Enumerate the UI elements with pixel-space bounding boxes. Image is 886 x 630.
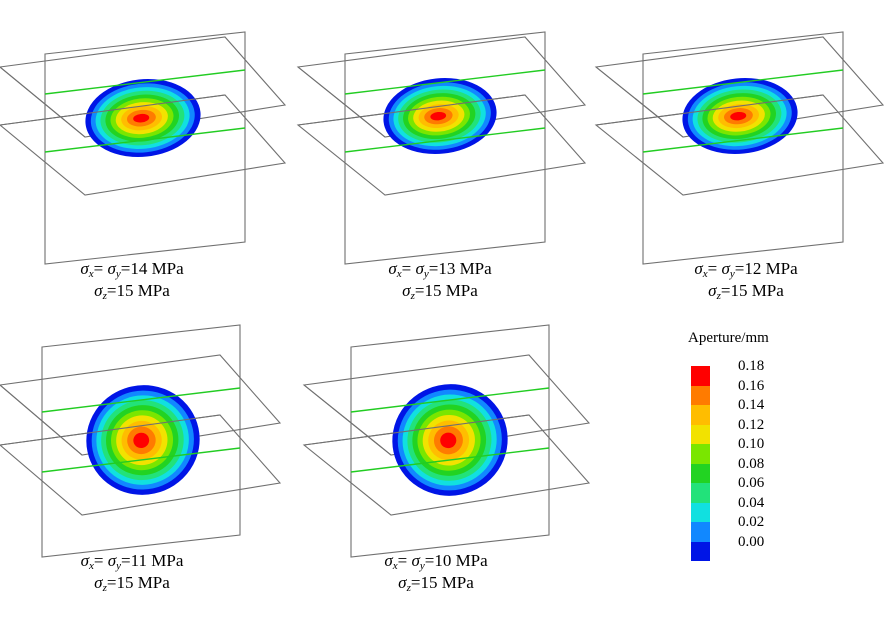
legend-tick-label: 0.00 — [738, 533, 765, 550]
plane-intersection-line — [344, 69, 546, 95]
contour-band — [430, 111, 447, 121]
vertical-fracture-plane — [41, 324, 241, 558]
plane-edge — [297, 66, 386, 138]
contour-band — [730, 111, 747, 121]
caption-line-z: σz=15 MPa — [708, 281, 784, 302]
plane-edge — [303, 384, 392, 456]
plane-edge — [595, 94, 824, 126]
plane-intersection-line — [642, 127, 844, 153]
legend-swatch — [691, 502, 710, 522]
vertical-fracture-plane — [642, 31, 844, 265]
fracture-contour-diagram — [0, 324, 282, 558]
contour-band — [440, 432, 457, 449]
plane-edge — [303, 414, 530, 446]
vertical-fracture-plane — [44, 31, 246, 265]
plane-intersection-line — [344, 127, 546, 153]
plane-edge — [0, 66, 86, 138]
contour-band — [133, 113, 150, 123]
plane-intersection-line — [41, 447, 241, 473]
legend-swatch — [691, 385, 710, 405]
caption-line-z: σz=15 MPa — [94, 281, 170, 302]
caption-line-z: σz=15 MPa — [398, 573, 474, 594]
panel-caption: σx= σy=13 MPa σz=15 MPa — [340, 258, 540, 302]
legend-swatch — [691, 424, 710, 444]
plane-intersection-line — [44, 69, 246, 95]
fracture-contour-diagram — [0, 31, 287, 265]
plane-intersection-line — [350, 447, 550, 473]
plane-intersection-line — [44, 127, 246, 153]
legend-swatch — [691, 444, 710, 464]
caption-line-xy: σx= σy=13 MPa — [388, 259, 492, 280]
legend-tick-label: 0.06 — [738, 475, 765, 491]
legend-tick-label: 0.02 — [738, 514, 765, 530]
panel-1: σx= σy=14 MPa σz=15 MPa — [0, 0, 300, 310]
aperture-contours — [86, 385, 200, 495]
panel-caption: σx= σy=11 MPa σz=15 MPa — [32, 550, 232, 594]
plane-edge — [595, 66, 684, 138]
contour-band — [133, 432, 150, 449]
legend-title: Aperture/mm — [688, 330, 769, 346]
plane-edge — [0, 94, 226, 126]
panel-caption: σx= σy=10 MPa σz=15 MPa — [336, 550, 536, 594]
plane-edge — [0, 414, 221, 446]
fracture-contour-diagram — [296, 31, 587, 265]
plane-intersection-line — [350, 387, 550, 413]
legend-tick-label: 0.14 — [738, 397, 765, 413]
legend-swatch — [691, 541, 710, 561]
legend-swatch — [691, 522, 710, 542]
caption-line-z: σz=15 MPa — [402, 281, 478, 302]
legend-tick-label: 0.04 — [738, 494, 765, 511]
panel-3: σx= σy=12 MPa σz=15 MPa — [594, 0, 886, 310]
plane-intersection-line — [642, 69, 844, 95]
color-legend: Aperture/mm 0.18 0.16 0.14 0.12 0.10 0.08 0.06… — [680, 330, 880, 570]
caption-line-xy: σx= σy=10 MPa — [384, 551, 488, 572]
plane-edge — [0, 384, 83, 456]
caption-line-z: σz=15 MPa — [94, 573, 170, 594]
panel-5: σx= σy=10 MPa σz=15 MPa — [302, 320, 604, 630]
legend-swatch — [691, 366, 710, 386]
caption-line-xy: σx= σy=11 MPa — [80, 551, 184, 572]
legend-swatch — [691, 405, 710, 425]
panel-4: σx= σy=11 MPa σz=15 MPa — [0, 320, 300, 630]
legend-tick-label: 0.08 — [738, 455, 765, 472]
plane-edge — [297, 94, 526, 126]
caption-line-xy: σx= σy=14 MPa — [80, 259, 184, 280]
panel-caption: σx= σy=12 MPa σz=15 MPa — [646, 258, 846, 302]
legend-tick-label: 0.18 — [738, 358, 765, 374]
vertical-fracture-plane — [350, 324, 550, 558]
aperture-contours — [682, 77, 798, 155]
fracture-contour-diagram — [302, 324, 591, 558]
panel-caption: σx= σy=14 MPa σz=15 MPa — [32, 258, 232, 302]
caption-line-xy: σx= σy=12 MPa — [694, 259, 798, 280]
legend-swatch — [691, 483, 710, 503]
fracture-contour-diagram — [594, 31, 885, 265]
panel-2: σx= σy=13 MPa σz=15 MPa — [296, 0, 598, 310]
plane-intersection-line — [41, 387, 241, 413]
legend-tick-label: 0.12 — [738, 416, 765, 433]
vertical-fracture-plane — [344, 31, 546, 265]
legend-tick-label: 0.16 — [738, 377, 765, 394]
legend-swatch — [691, 463, 710, 483]
legend-tick-label: 0.10 — [738, 436, 765, 452]
